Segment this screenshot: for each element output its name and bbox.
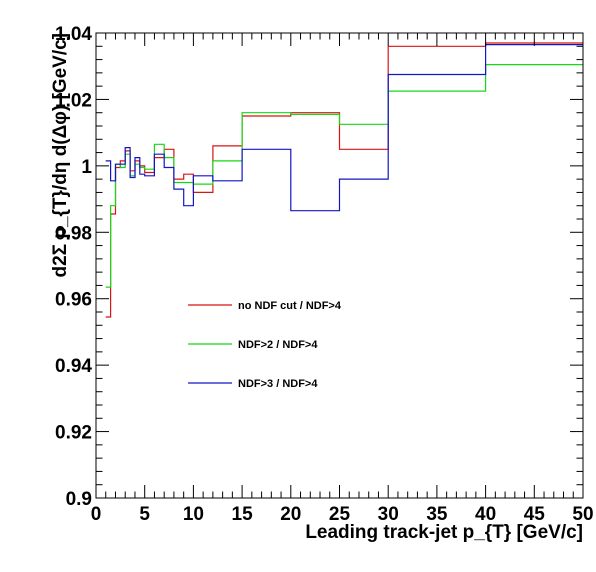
x-axis-title: Leading track-jet p_{T} [GeV/c] xyxy=(305,522,583,543)
x-tick-label: 20 xyxy=(280,504,301,525)
y-tick-label: 1 xyxy=(81,157,92,178)
series-layer xyxy=(105,42,583,318)
legend-label-3: NDF>3 / NDF>4 xyxy=(238,378,318,390)
series-line-3 xyxy=(105,44,583,212)
x-tick-label: 5 xyxy=(139,504,150,525)
y-tick-label: 0.92 xyxy=(55,423,92,444)
series-line-2 xyxy=(105,63,583,288)
x-tick-label: 50 xyxy=(572,504,593,525)
x-tick-label: 0 xyxy=(91,504,102,525)
y-tick-label: 0.98 xyxy=(55,223,92,244)
legend-label-2: NDF>2 / NDF>4 xyxy=(238,339,318,351)
y-tick-label: 0.9 xyxy=(66,489,92,510)
legend: no NDF cut / NDF>4 NDF>2 / NDF>4 NDF>3 / N… xyxy=(188,300,342,390)
x-tick-label: 15 xyxy=(232,504,254,525)
axes-layer: 0 5 10 15 20 25 30 35 40 45 50 0.9 0.92 0.94 0.96 0.98 1… xyxy=(55,24,594,525)
x-tick-label: 30 xyxy=(378,504,399,525)
x-tick-label: 35 xyxy=(426,504,448,525)
x-tick-label: 25 xyxy=(329,504,351,525)
x-tick-label: 10 xyxy=(183,504,204,525)
y-tick-label: 1.02 xyxy=(55,90,92,111)
y-tick-label: 0.96 xyxy=(55,290,92,311)
legend-label-1: no NDF cut / NDF>4 xyxy=(238,300,342,312)
y-tick-label: 0.94 xyxy=(55,356,92,377)
y-axis-title: d2Σ p_{T}/dη d(Δφ) [GeV/c] xyxy=(50,33,71,278)
x-tick-label: 45 xyxy=(524,504,546,525)
x-tick-label: 40 xyxy=(475,504,496,525)
y-tick-label: 1.04 xyxy=(55,24,92,45)
